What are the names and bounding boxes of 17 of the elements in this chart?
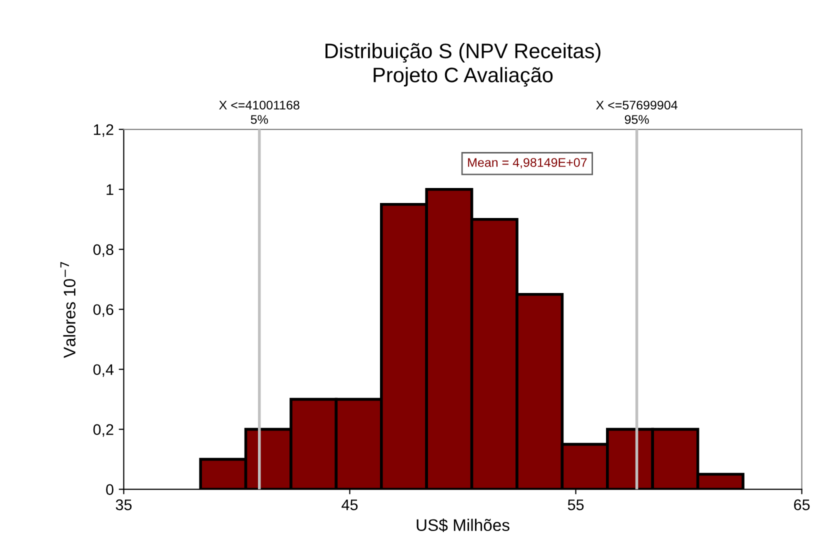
y-tick-label: 1 (106, 184, 114, 195)
y-tick-label: 0 (106, 484, 114, 495)
annotation: Mean = 4,98149E+07 (468, 158, 587, 168)
y-axis-title: Valores 10$^{−7}$ (60, 262, 76, 358)
y-tick-label: 1,2 (94, 124, 114, 137)
y-tick-label: 0,2 (93, 424, 114, 437)
x-tick-label: 45 (342, 500, 358, 510)
y-tick-label: 0,8 (93, 244, 114, 257)
ref-line-label: X <=57699904 95% (596, 100, 678, 124)
y-tick-label: 0,6 (93, 304, 114, 317)
x-tick-label: 65 (794, 499, 810, 510)
x-axis-title: US$ Milhões (416, 518, 510, 532)
ref-line-label: X <=41001168 5% (219, 100, 300, 124)
x-tick-label: 35 (116, 499, 132, 510)
y-tick-label: 0,4 (93, 364, 114, 377)
chart-title: Distribuição S (NPV Receitas) Projeto C Avaliação (326, 43, 600, 87)
x-tick-label: 55 (568, 500, 584, 510)
